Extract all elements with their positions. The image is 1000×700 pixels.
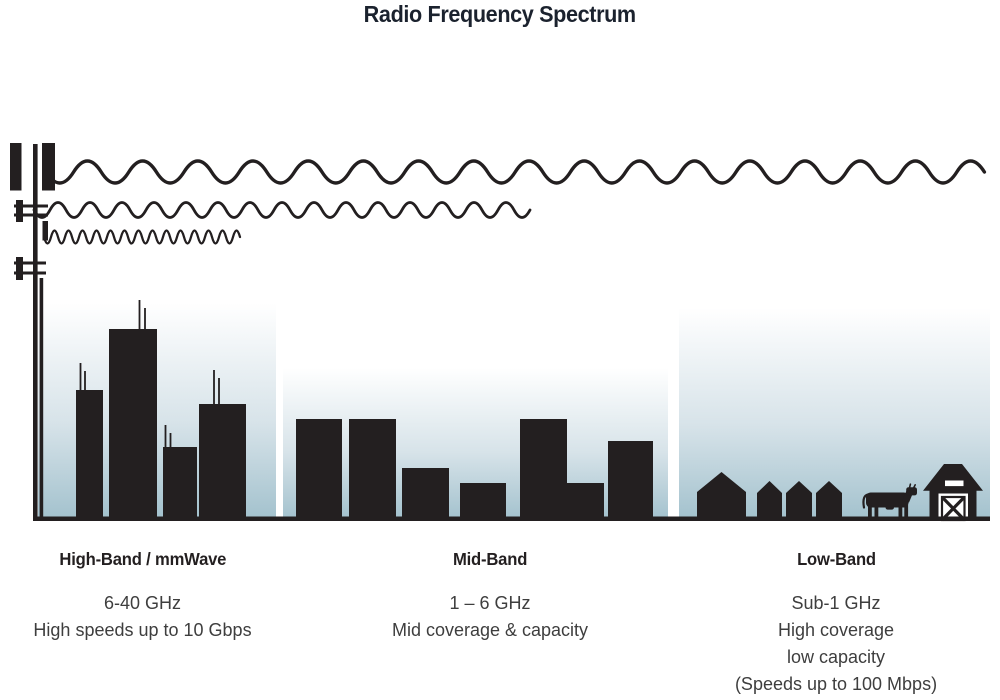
high-band-description: High speeds up to 10 Gbps: [33, 620, 252, 640]
low-band-farm: [697, 464, 983, 522]
skyscraper: [199, 404, 246, 520]
cow-horn: [912, 483, 917, 489]
tower-low-crossbar-2: [14, 271, 46, 275]
cow-leg: [874, 505, 879, 520]
high-band-label: High-Band / mmWave: [59, 549, 226, 569]
cow-leg: [898, 505, 903, 520]
mid-band-description: Mid coverage & capacity: [391, 620, 589, 640]
mid-frequency-wave: [32, 201, 532, 219]
mid-band-label: Mid-Band: [452, 549, 528, 569]
tower-mid-crossbar-2: [14, 213, 48, 217]
mid-rise-building: [567, 483, 604, 520]
cow-horn: [908, 483, 912, 489]
ground-line: [33, 516, 990, 521]
mid-rise-building: [520, 419, 567, 520]
tower-low-crossbar-1: [14, 261, 46, 265]
cow-leg: [904, 505, 909, 520]
tower-mid-antenna: [16, 200, 23, 222]
mid-rise-building: [402, 468, 449, 520]
high-band-skyline: [76, 300, 246, 520]
low-band-frequency: Sub-1 GHz: [791, 593, 881, 613]
cow-icon: [862, 483, 917, 520]
houses: [697, 472, 842, 520]
barn-loft-vent: [945, 480, 964, 487]
page-title: Radio Frequency Spectrum: [363, 1, 637, 27]
barn-icon: [923, 464, 983, 522]
skyscraper: [163, 447, 197, 520]
skyscraper: [76, 390, 103, 520]
cell-tower-icon: [10, 143, 55, 520]
barn-door-crossbuck: [940, 495, 966, 522]
low-band-label: Low-Band: [796, 549, 876, 569]
tower-pole-secondary: [39, 278, 44, 520]
low-band-description: High coverage: [777, 620, 895, 640]
mid-rise-building: [349, 419, 396, 520]
mid-band-caption: Mid-Band 1 – 6 GHz Mid coverage & capaci…: [330, 549, 650, 644]
mid-rise-building: [608, 441, 653, 520]
cow-leg: [868, 505, 872, 520]
cow-udder: [885, 505, 894, 510]
tower-pole: [33, 144, 38, 520]
house-icon: [786, 481, 812, 520]
house-icon: [697, 472, 746, 520]
low-frequency-long-wave: [44, 159, 987, 185]
house-icon: [757, 481, 782, 520]
low-band-description: low capacity: [786, 647, 886, 667]
tower-mid-stub: [42, 221, 48, 241]
cow-head: [906, 487, 917, 496]
high-band-caption: High-Band / mmWave 6-40 GHz High speeds …: [10, 549, 275, 644]
high-frequency-short-wave: [42, 229, 242, 245]
mid-rise-building: [296, 419, 342, 520]
mid-band-frequency: 1 – 6 GHz: [449, 593, 531, 613]
spectrum-illustration: [10, 143, 990, 522]
mid-band-skyline: [296, 419, 653, 520]
tower-antenna-panel-left: [10, 143, 22, 191]
tower-mid-crossbar-1: [14, 204, 48, 208]
low-band-caption: Low-Band Sub-1 GHz High coverage low cap…: [685, 549, 987, 698]
skyscraper: [109, 329, 157, 520]
high-band-frequency: 6-40 GHz: [103, 593, 182, 613]
low-band-description: (Speeds up to 100 Mbps): [734, 674, 938, 694]
tower-antenna-panel-right: [42, 143, 55, 191]
tower-low-antenna: [16, 257, 23, 280]
mid-rise-building: [460, 483, 506, 520]
house-icon: [816, 481, 842, 520]
cow-body: [866, 492, 909, 508]
radio-waves: [32, 159, 987, 245]
